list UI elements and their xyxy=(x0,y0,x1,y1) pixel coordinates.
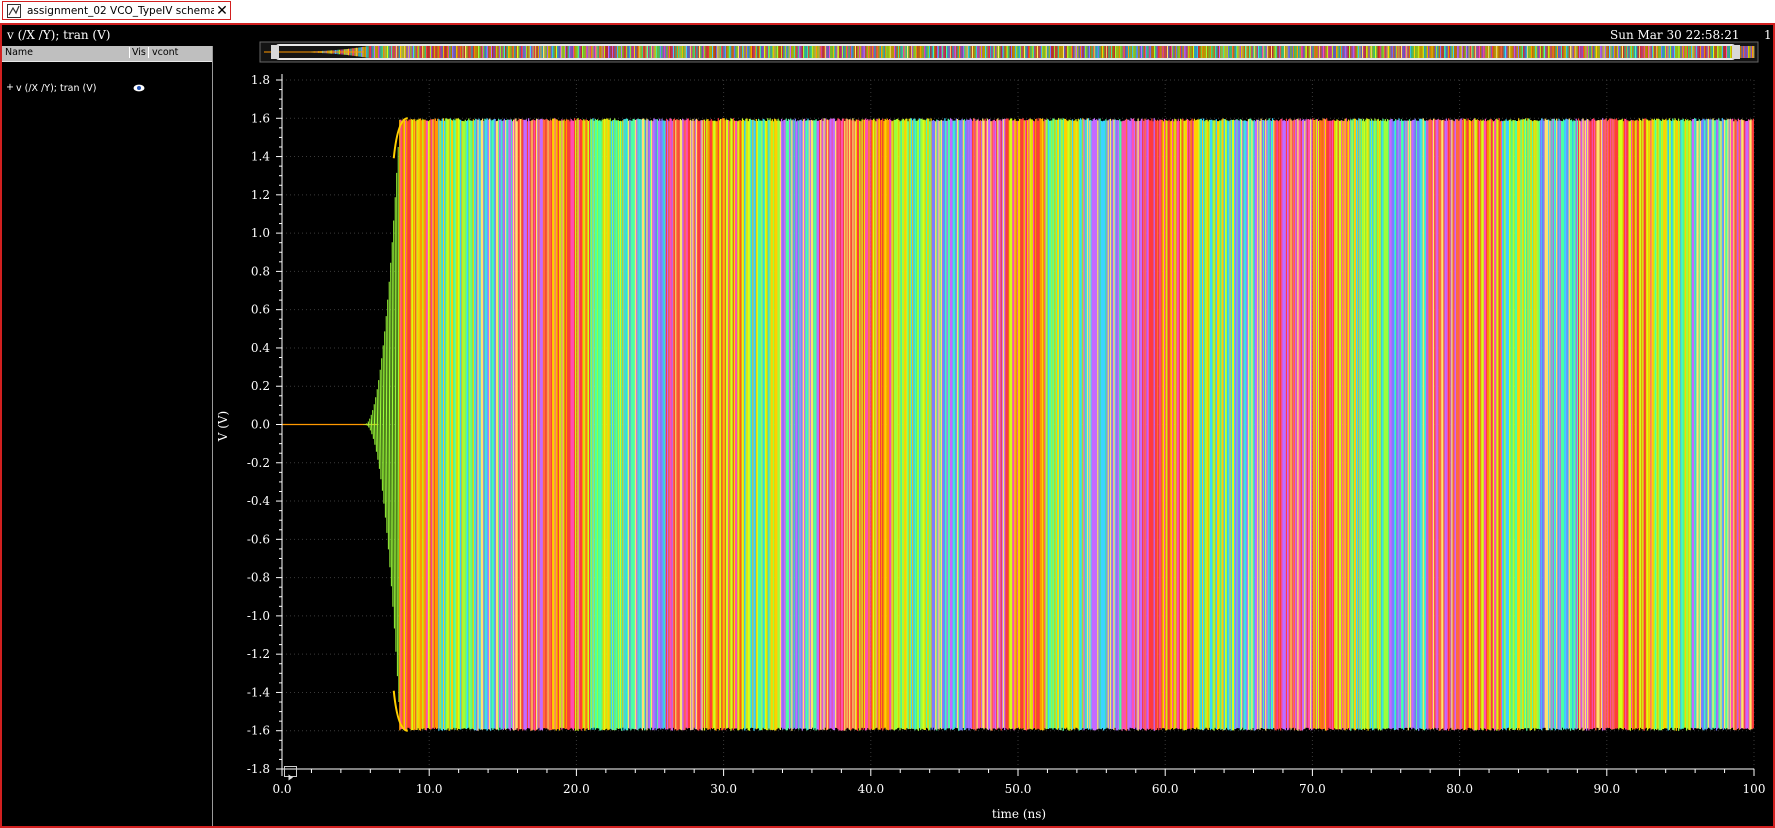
trace-series-8 xyxy=(476,118,1730,731)
y-tick-label: 0.6 xyxy=(251,303,270,317)
overview-left-handle[interactable] xyxy=(271,45,279,59)
signal-legend-panel: Name Vis vcont + v (/X /Y); tran (V) xyxy=(2,46,213,826)
y-tick-label: 1.2 xyxy=(251,188,270,202)
tab-bar: assignment_02 VCO_TypeIV schema... ✕ xyxy=(0,0,1775,22)
trace-envelope-top xyxy=(392,117,408,159)
trace-series-5 xyxy=(445,118,1689,731)
subwindow-number: 1 xyxy=(1764,28,1772,42)
play-button[interactable] xyxy=(284,766,297,781)
x-tick-label: 60.0 xyxy=(1152,782,1179,796)
overview-trace-3 xyxy=(298,46,1750,58)
y-axis-ticks: 1.8 1.6 1.4 1.2 1.0 0.8 0.6 0.4 0.2 0.0 -0.2 -0.4 -0… xyxy=(247,73,282,776)
overview-traces xyxy=(264,46,1755,58)
y-tick-label: 0.8 xyxy=(251,264,270,278)
y-tick-label: 1.8 xyxy=(251,73,270,87)
y-tick-label: -1.4 xyxy=(247,685,271,699)
legend-row[interactable]: + v (/X /Y); tran (V) xyxy=(2,82,212,96)
y-tick-label: 0.2 xyxy=(251,379,270,393)
trace-series-4 xyxy=(411,118,1691,731)
overview-trace-10 xyxy=(289,46,1755,58)
trace-series-0 xyxy=(401,118,1754,731)
column-header-vcont[interactable]: vcont xyxy=(148,47,178,58)
waveform-window: v (/X /Y); tran (V) Sun Mar 30 22:58:21 … xyxy=(0,23,1775,828)
y-axis-label: V (V) xyxy=(216,411,230,443)
y-tick-label: 1.6 xyxy=(251,111,270,125)
window-title: v (/X /Y); tran (V) xyxy=(7,28,111,42)
x-tick-label: 100 xyxy=(1743,782,1766,796)
column-header-name[interactable]: Name xyxy=(5,47,34,58)
trace-series-1 xyxy=(400,118,1750,731)
waveform-plot[interactable]: 0.0 10.0 20.0 30.0 40.0 50.0 60.0 70.0 80.0 90.0 1… xyxy=(2,25,1773,826)
y-tick-label: -0.2 xyxy=(247,456,270,470)
x-tick-label: 80.0 xyxy=(1446,782,1473,796)
y-tick-label: -0.8 xyxy=(247,571,270,585)
x-tick-label: 10.0 xyxy=(416,782,443,796)
x-tick-label: 40.0 xyxy=(857,782,884,796)
x-tick-label: 0.0 xyxy=(272,782,291,796)
y-tick-label: -0.4 xyxy=(247,494,271,508)
y-tick-label: 0.0 xyxy=(251,418,270,432)
window-tab[interactable]: assignment_02 VCO_TypeIV schema... ✕ xyxy=(2,1,231,20)
overview-trace-2 xyxy=(310,46,1753,58)
y-tick-label: 0.4 xyxy=(251,341,270,355)
y-tick-label: -1.6 xyxy=(247,724,270,738)
y-tick-label: -1.8 xyxy=(247,762,270,776)
column-header-vis[interactable]: Vis xyxy=(129,47,148,58)
trace-series-10 xyxy=(477,118,1752,731)
y-tick-label: 1.4 xyxy=(251,150,270,164)
waveform-window-icon xyxy=(7,3,21,18)
trace-envelope-bottom xyxy=(392,690,408,732)
x-axis-label: time (ns) xyxy=(992,807,1046,821)
legend-header: Name Vis vcont xyxy=(2,46,212,62)
overview-trace-7 xyxy=(294,46,1737,58)
trace-series-6 xyxy=(440,118,1728,731)
overview-strip xyxy=(259,41,1759,63)
x-tick-label: 20.0 xyxy=(563,782,590,796)
overview-right-handle[interactable] xyxy=(1732,45,1740,59)
y-tick-label: -1.0 xyxy=(247,609,270,623)
trace-series-2 xyxy=(399,118,1643,731)
close-icon[interactable]: ✕ xyxy=(216,2,228,19)
x-tick-label: 30.0 xyxy=(710,782,737,796)
tab-label: assignment_02 VCO_TypeIV schema... xyxy=(27,4,214,17)
overview-trace-9 xyxy=(303,46,1752,58)
trace-series-3 xyxy=(403,118,1690,731)
timestamp: Sun Mar 30 22:58:21 xyxy=(1610,28,1740,42)
x-tick-label: 70.0 xyxy=(1299,782,1326,796)
overview-trace-0 xyxy=(292,46,1740,58)
x-axis-ticks: 0.0 10.0 20.0 30.0 40.0 50.0 60.0 70.0 80.0 90.0 1… xyxy=(272,769,1765,796)
x-tick-label: 50.0 xyxy=(1005,782,1032,796)
overview-trace-5 xyxy=(288,46,1722,58)
play-icon xyxy=(288,774,293,781)
overview-trace-11 xyxy=(285,46,1744,58)
overview-trace-8 xyxy=(315,46,1748,58)
trace-series-11 xyxy=(518,118,1741,731)
expand-toggle[interactable]: + xyxy=(6,82,14,93)
x-tick-label: 90.0 xyxy=(1593,782,1620,796)
signal-name: v (/X /Y); tran (V) xyxy=(16,83,97,94)
y-tick-label: -1.2 xyxy=(247,647,270,661)
eye-icon[interactable] xyxy=(133,84,145,92)
y-tick-label: 1.0 xyxy=(251,226,270,240)
waveform-traces xyxy=(282,117,1754,732)
trace-startup xyxy=(363,119,401,730)
trace-series-9 xyxy=(487,118,1749,731)
trace-series-7 xyxy=(438,118,1723,731)
y-tick-label: -0.6 xyxy=(247,532,270,546)
